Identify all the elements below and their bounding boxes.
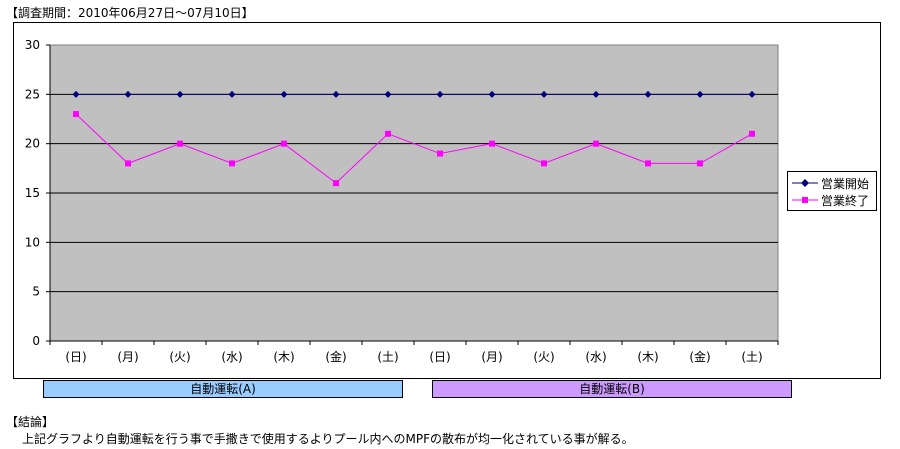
y-tick-label: 10 (25, 235, 40, 249)
data-point-open (280, 90, 288, 98)
data-point-close (749, 130, 755, 137)
y-tick-label: 25 (25, 87, 40, 101)
data-point-open (384, 90, 392, 98)
data-point-open (696, 90, 704, 98)
data-point-close (333, 180, 339, 187)
data-point-open (748, 90, 756, 98)
data-point-open (72, 90, 80, 98)
data-point-open (176, 90, 184, 98)
x-tick-label: (月) (117, 350, 138, 364)
legend-label-open: 営業開始 (821, 176, 870, 191)
data-point-close (437, 150, 443, 157)
x-tick-label: (日) (65, 350, 86, 364)
x-tick-label: (土) (741, 350, 762, 364)
data-point-open (124, 90, 132, 98)
y-tick-label: 30 (25, 38, 40, 52)
x-tick-label: (水) (221, 350, 242, 364)
data-point-close (385, 130, 391, 137)
data-point-close (229, 160, 235, 167)
mode-a-bar: 自動運転(A) (43, 380, 403, 398)
x-tick-label: (火) (169, 350, 190, 364)
legend: 営業開始 営業終了 (787, 171, 877, 211)
data-point-close (541, 160, 547, 167)
series-line-close (75, 113, 753, 184)
x-tick-label: (火) (533, 350, 554, 364)
conclusion-title: 【結論】 (6, 415, 55, 429)
mode-b-bar: 自動運転(B) (432, 380, 792, 398)
legend-item-open: 営業開始 (792, 175, 869, 191)
data-point-close (593, 140, 599, 147)
series-group (72, 90, 756, 187)
x-tick-label: (日) (429, 350, 450, 364)
data-point-close (125, 160, 131, 167)
x-tick-label: (水) (585, 350, 606, 364)
legend-marker-close (792, 197, 818, 203)
x-tick-label: (月) (481, 350, 502, 364)
data-point-close (645, 160, 651, 167)
y-tick-label: 15 (25, 186, 40, 200)
conclusion-text: 上記グラフより自動運転を行う事で手撒きで使用するよりプール内へのMPFの散布が均… (22, 432, 634, 446)
data-point-close (281, 140, 287, 147)
x-tick-label: (木) (637, 350, 658, 364)
data-point-open (540, 90, 548, 98)
legend-marker-open (792, 179, 818, 187)
x-axis: (日) (月) (火) (水) (木) (金) (土) (日) (月) (火) (水) (木) (金) (… (49, 340, 779, 364)
data-point-close (697, 160, 703, 167)
data-point-close (177, 140, 183, 147)
survey-period: 【調査期間：2010年06月27日～07月10日】 (6, 6, 254, 20)
legend-label-close: 営業終了 (821, 193, 870, 208)
y-tick-label: 5 (32, 285, 40, 299)
data-point-open (332, 90, 340, 98)
legend-item-close: 営業終了 (792, 192, 869, 208)
y-tick-label: 20 (25, 137, 40, 151)
y-axis: 0 5 10 15 20 25 30 (25, 38, 51, 348)
data-point-open (488, 90, 496, 98)
data-point-open (644, 90, 652, 98)
y-tick-label: 0 (32, 334, 40, 348)
x-tick-label: (金) (325, 349, 346, 364)
x-tick-label: (金) (689, 349, 710, 364)
data-point-close (489, 140, 495, 147)
x-tick-label: (木) (273, 350, 294, 364)
data-point-open (228, 90, 236, 98)
data-point-open (592, 90, 600, 98)
data-point-open (436, 90, 444, 98)
x-tick-label: (土) (377, 350, 398, 364)
data-point-close (73, 111, 79, 118)
